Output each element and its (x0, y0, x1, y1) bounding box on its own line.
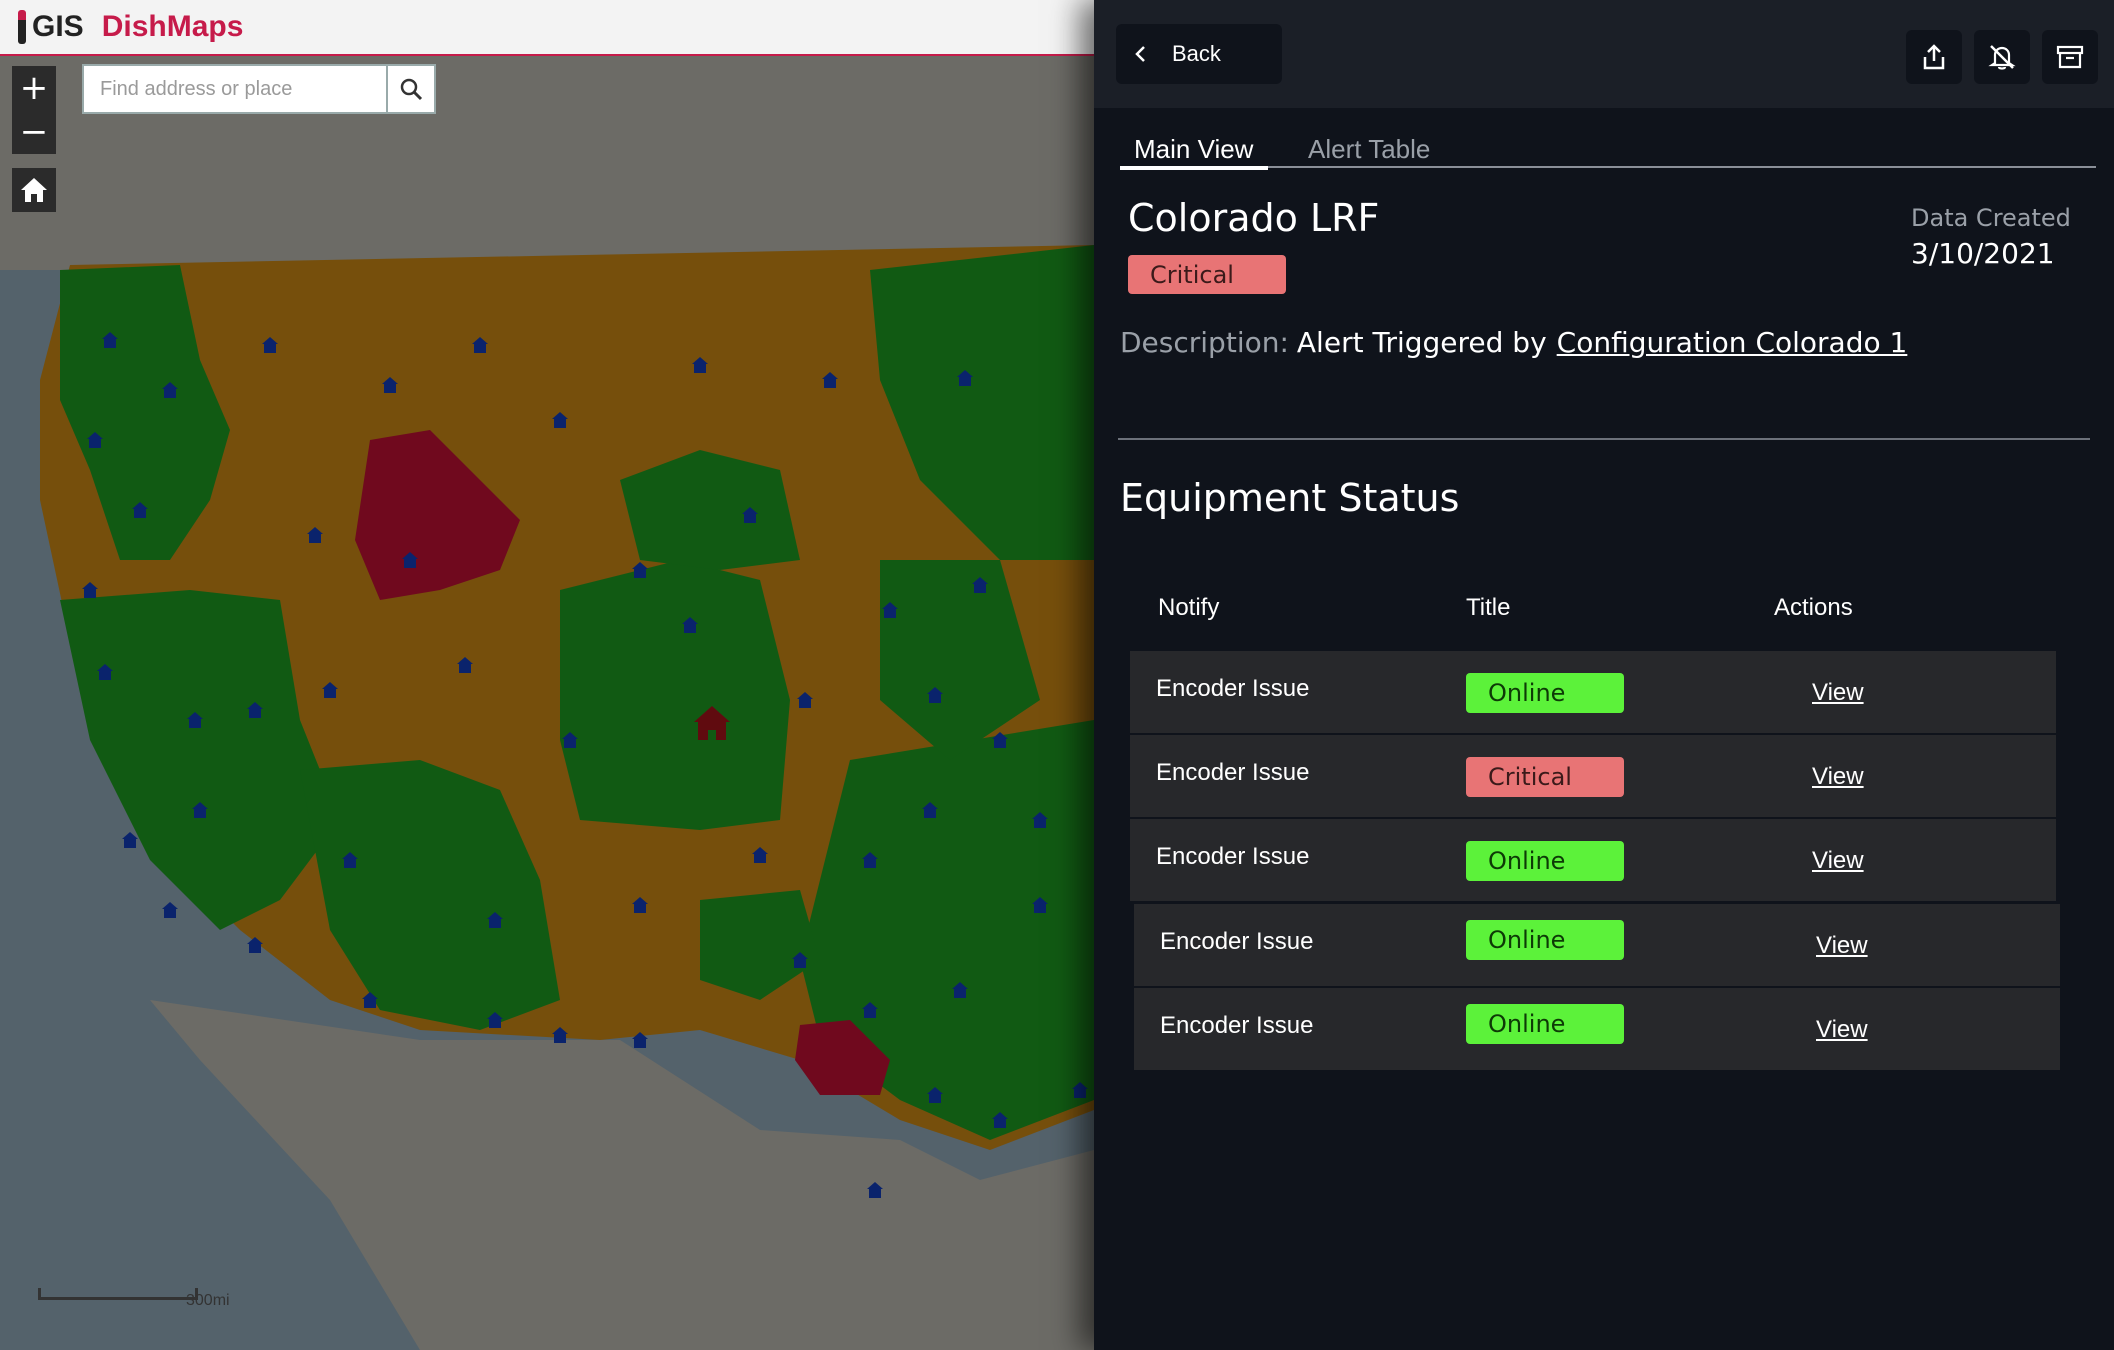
archive-icon (2056, 45, 2084, 69)
created-label: Data Created (1911, 204, 2071, 232)
created-value: 3/10/2021 (1911, 237, 2055, 270)
status-badge: Critical (1466, 757, 1624, 797)
search-button[interactable] (386, 66, 434, 112)
home-icon (21, 178, 47, 202)
table-row: Encoder Issue Critical View (1130, 735, 2056, 817)
bell-off-icon (1988, 45, 2016, 70)
tab-bar: Main View Alert Table (1120, 130, 2096, 170)
notify-cell: Encoder Issue (1156, 843, 1310, 870)
archive-button[interactable] (2042, 30, 2098, 84)
mute-notifications-button[interactable] (1974, 30, 2030, 84)
alert-detail-panel: Back Main View Alert Table Colorado LRF … (1094, 0, 2114, 1350)
search-box (82, 64, 436, 114)
view-link[interactable]: View (1812, 763, 1864, 790)
description-text: Alert Triggered by (1296, 326, 1547, 359)
alert-severity-badge: Critical (1128, 255, 1286, 294)
alert-title: Colorado LRF (1128, 196, 1380, 240)
view-link[interactable]: View (1812, 679, 1864, 706)
column-header-title: Title (1466, 594, 1511, 621)
search-icon (400, 78, 423, 101)
description-label: Description: (1120, 326, 1289, 359)
status-badge: Online (1466, 673, 1624, 713)
scale-label: 300mi (186, 1292, 230, 1309)
building-marker-icon[interactable] (162, 902, 178, 918)
configuration-link[interactable]: Configuration Colorado 1 (1556, 326, 1908, 359)
share-button[interactable] (1906, 30, 1962, 84)
table-row: Encoder Issue Online View (1130, 651, 2056, 733)
column-header-actions: Actions (1774, 594, 1853, 621)
basemap[interactable] (0, 0, 1094, 1350)
column-header-notify: Notify (1158, 594, 1220, 621)
back-label: Back (1172, 41, 1221, 66)
zoom-out-button[interactable]: − (12, 110, 56, 154)
notify-cell: Encoder Issue (1160, 928, 1314, 955)
zoom-in-button[interactable]: + (12, 66, 56, 110)
chevron-left-icon (1134, 45, 1146, 63)
share-icon (1923, 44, 1945, 70)
table-row: Encoder Issue Online View (1134, 988, 2060, 1070)
status-badge: Online (1466, 841, 1624, 881)
view-link[interactable]: View (1812, 847, 1864, 874)
notify-cell: Encoder Issue (1156, 675, 1310, 702)
map-header: GIS DishMaps (0, 0, 1094, 56)
table-row: Encoder Issue Online View (1134, 904, 2060, 986)
notify-cell: Encoder Issue (1160, 1012, 1314, 1039)
equipment-status-title: Equipment Status (1120, 476, 1460, 520)
section-divider (1118, 438, 2090, 440)
table-row: Encoder Issue Online View (1130, 819, 2056, 901)
view-link[interactable]: View (1816, 932, 1868, 959)
view-link[interactable]: View (1816, 1016, 1868, 1043)
tab-active-indicator (1120, 166, 1268, 170)
search-input[interactable] (84, 66, 386, 112)
logo-icon (18, 10, 26, 44)
status-badge: Online (1466, 1004, 1624, 1044)
map-view[interactable]: GIS DishMaps + − 300mi (0, 0, 1094, 1350)
notify-cell: Encoder Issue (1156, 759, 1310, 786)
logo-brand: DishMaps (101, 10, 244, 43)
tab-main-view[interactable]: Main View (1134, 134, 1254, 164)
region-green-central (560, 560, 790, 830)
home-button[interactable] (12, 168, 56, 212)
back-button[interactable]: Back (1116, 24, 1282, 84)
tab-alert-table[interactable]: Alert Table (1308, 134, 1431, 164)
logo-gis: GIS (32, 10, 84, 43)
building-marker-icon[interactable] (122, 832, 138, 848)
panel-toolbar: Back (1094, 0, 2114, 108)
status-badge: Online (1466, 920, 1624, 960)
scale-bar (38, 1288, 198, 1300)
alert-description: Description: Alert Triggered by Configurat… (1120, 326, 1907, 359)
